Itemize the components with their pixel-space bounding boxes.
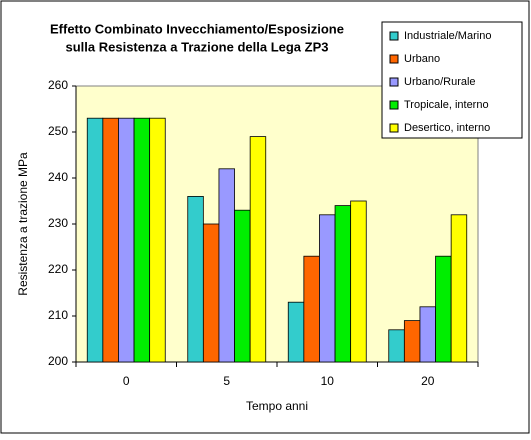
x-tick-label: 10 <box>321 374 335 388</box>
y-axis-label: Resistenza a trazione MPa <box>16 152 30 296</box>
legend-label: Tropicale, interno <box>404 99 489 111</box>
x-tick-label: 5 <box>223 374 230 388</box>
chart-subtitle: sulla Resistenza a Trazione della Lega Z… <box>66 39 329 54</box>
chart-title: Effetto Combinato Invecchiamento/Esposiz… <box>50 21 344 36</box>
bar <box>86 117 104 363</box>
legend-swatch <box>389 123 399 133</box>
x-tick-label: 0 <box>123 374 130 388</box>
legend-label: Desertico, interno <box>404 122 490 134</box>
y-tick-label: 250 <box>48 124 68 138</box>
bar <box>419 306 436 363</box>
bar <box>249 136 267 363</box>
y-tick-label: 240 <box>48 170 68 184</box>
y-tick-label: 230 <box>48 216 68 230</box>
bar <box>118 117 135 363</box>
legend-swatch <box>389 31 399 41</box>
y-tick-label: 210 <box>48 308 68 322</box>
bar <box>218 168 235 363</box>
legend-swatch <box>389 100 399 110</box>
x-tick-label: 20 <box>421 374 435 388</box>
bar <box>319 214 336 363</box>
bar <box>202 223 220 363</box>
bar <box>388 329 405 363</box>
bar <box>350 200 367 363</box>
legend-swatch <box>389 54 399 64</box>
bar <box>450 214 468 363</box>
bar <box>334 205 352 363</box>
y-tick-label: 200 <box>48 354 68 368</box>
y-tick-label: 260 <box>48 78 68 92</box>
y-tick-label: 220 <box>48 262 68 276</box>
bar <box>435 255 452 363</box>
bar <box>149 117 166 363</box>
bar <box>303 255 320 363</box>
bar <box>403 320 421 363</box>
legend-swatch <box>389 77 399 87</box>
legend-label: Industriale/Marino <box>404 30 491 42</box>
legend-label: Urbano <box>404 53 440 65</box>
bar <box>287 301 305 363</box>
x-axis-label: Tempo anni <box>246 399 308 413</box>
bar <box>187 195 204 363</box>
legend <box>381 21 523 139</box>
bar <box>102 117 119 363</box>
legend-label: Urbano/Rurale <box>404 76 476 88</box>
bar <box>234 209 251 363</box>
bar <box>133 117 151 363</box>
